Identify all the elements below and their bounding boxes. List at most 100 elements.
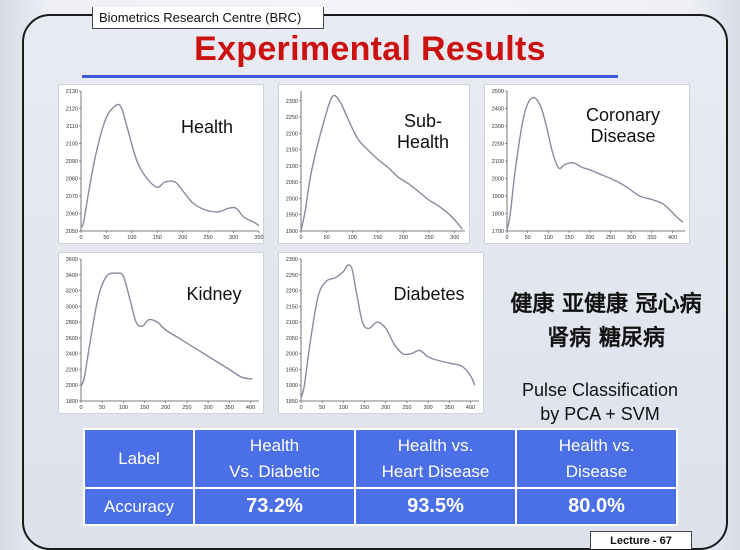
plot-kidney-label: Kidney [186,284,242,304]
header-cell-line2: Disease [565,461,628,481]
plot-diabetes: 1850 1900 1950 2000 2050 2100 2150 2200 2250 2300… [278,252,484,414]
plot-health-svg: 2050 2060 2070 2080 2090 2100 2110 2120 2130 0 50 1… [66,89,264,241]
y-tick-label: 1950 [286,213,298,219]
plot-coronary-disease: 1700 1800 1900 2000 2100 2200 2300 2400 2500 0 50 1… [484,84,690,244]
x-tick-label: 0 [79,405,82,411]
x-tick-label: 150 [373,235,382,241]
x-tick-label: 50 [319,405,325,411]
x-tick-label: 400 [246,405,255,411]
y-tick-label: 3600 [66,257,78,263]
y-tick-label: 2400 [66,352,78,358]
y-tick-label: 2080 [66,177,78,183]
x-tick-label: 200 [161,405,170,411]
y-tick-label: 2500 [492,89,504,95]
y-tick-label: 2050 [66,229,78,235]
pulse-curve [300,264,476,399]
x-tick-label: 400 [466,405,475,411]
x-tick-label: 350 [254,235,263,241]
pulse-classification-note: Pulse Classification by PCA + SVM [500,378,700,426]
chinese-labels-line1: 健康 亚健康 冠心病 [510,292,702,317]
x-tick-label: 0 [505,235,508,241]
y-tick-label: 2110 [66,124,78,130]
x-tick-label: 100 [127,235,136,241]
pulse-curve [80,272,253,387]
x-tick-label: 100 [544,235,553,241]
org-tab: Biometrics Research Centre (BRC) [92,7,324,29]
lecture-number: Lecture - 67 [590,531,692,549]
y-tick-label: 1950 [286,367,298,373]
y-tick-label: 2150 [286,304,298,310]
slide-title: Experimental Results [194,30,546,68]
y-tick-label: 2100 [286,164,298,170]
y-tick-label: 1900 [286,229,298,235]
x-tick-label: 250 [425,235,434,241]
y-tick-label: 3200 [66,289,78,295]
y-tick-label: 2200 [286,289,298,295]
y-tick-label: 2600 [66,336,78,342]
plot-kidney: 1800 2000 2200 2400 2600 2800 3000 3200 3400 3600… [58,252,264,414]
chinese-labels-line2: 肾病 糖尿病 [547,326,665,351]
plot-diabetes-svg: 1850190019502000205021002150220022502300… [286,257,479,411]
accuracy-label-cell: Accuracy [83,487,195,526]
pulse-line2: by PCA + SVM [540,404,660,424]
y-tick-label: 2150 [286,148,298,154]
x-tick-label: 250 [204,235,213,241]
x-tick-label: 300 [204,405,213,411]
y-tick-label: 2800 [66,320,78,326]
header-cell-health-heart: Health vs. Heart Disease [354,428,517,489]
y-tick-label: 2200 [492,142,504,148]
y-tick-label: 2000 [286,196,298,202]
x-tick-label: 0 [299,235,302,241]
y-tick-label: 3000 [66,304,78,310]
x-tick-label: 150 [153,235,162,241]
plot-sub-health: 1900 1950 2000 2050 2100 2150 2200 2250 2300 0 50 1… [278,84,470,244]
pulse-curve [506,96,684,231]
y-tick-label: 2050 [286,336,298,342]
x-tick-label: 0 [299,405,302,411]
x-tick-label: 50 [324,235,330,241]
y-tick-label: 2000 [286,352,298,358]
plot-sub-health-label: Sub-Health [396,111,450,152]
header-cell-line1: Health vs. [558,435,635,455]
y-tick-label: 2070 [66,194,78,200]
x-tick-label: 0 [79,235,82,241]
header-cell-health-disease: Health vs. Disease [515,428,678,489]
accuracy-cell-health-disease: 80.0% [515,487,678,526]
y-tick-label: 1900 [286,383,298,389]
x-tick-label: 250 [182,405,191,411]
x-tick-label: 200 [399,235,408,241]
x-tick-label: 100 [348,235,357,241]
x-tick-label: 300 [424,405,433,411]
y-tick-label: 2300 [492,124,504,130]
y-tick-label: 1800 [492,212,504,218]
plot-coronary-disease-label: Coronary Disease [585,105,661,146]
x-tick-label: 50 [99,405,105,411]
y-tick-label: 2100 [286,320,298,326]
header-cell-line1: Health vs. [397,435,474,455]
x-tick-label: 150 [564,235,573,241]
y-tick-label: 2400 [492,107,504,113]
x-tick-label: 300 [450,235,459,241]
x-tick-label: 150 [360,405,369,411]
y-tick-label: 2000 [66,383,78,389]
y-tick-label: 1900 [492,194,504,200]
results-accuracy-row: Accuracy 73.2% 93.5% 80.0% [83,487,678,526]
x-tick-label: 100 [119,405,128,411]
x-tick-label: 250 [402,405,411,411]
y-tick-label: 2060 [66,212,78,218]
y-tick-label: 2200 [66,367,78,373]
plot-sub-health-svg: 1900 1950 2000 2050 2100 2150 2200 2250 2300 0 50 1… [286,91,465,241]
plot-health: 2050 2060 2070 2080 2090 2100 2110 2120 2130 0 50 1… [58,84,264,244]
x-tick-label: 50 [525,235,531,241]
y-tick-label: 2000 [492,177,504,183]
plot-kidney-svg: 1800200022002400260028003000320034003600… [66,257,259,411]
x-tick-label: 200 [381,405,390,411]
y-tick-label: 2250 [286,273,298,279]
y-tick-label: 3400 [66,273,78,279]
pulse-curve [300,94,463,231]
accuracy-cell-health-diabetic: 73.2% [193,487,356,526]
plot-health-label: Health [180,117,234,137]
accuracy-cell-health-heart: 93.5% [354,487,517,526]
y-tick-label: 2100 [492,159,504,165]
x-tick-label: 350 [445,405,454,411]
